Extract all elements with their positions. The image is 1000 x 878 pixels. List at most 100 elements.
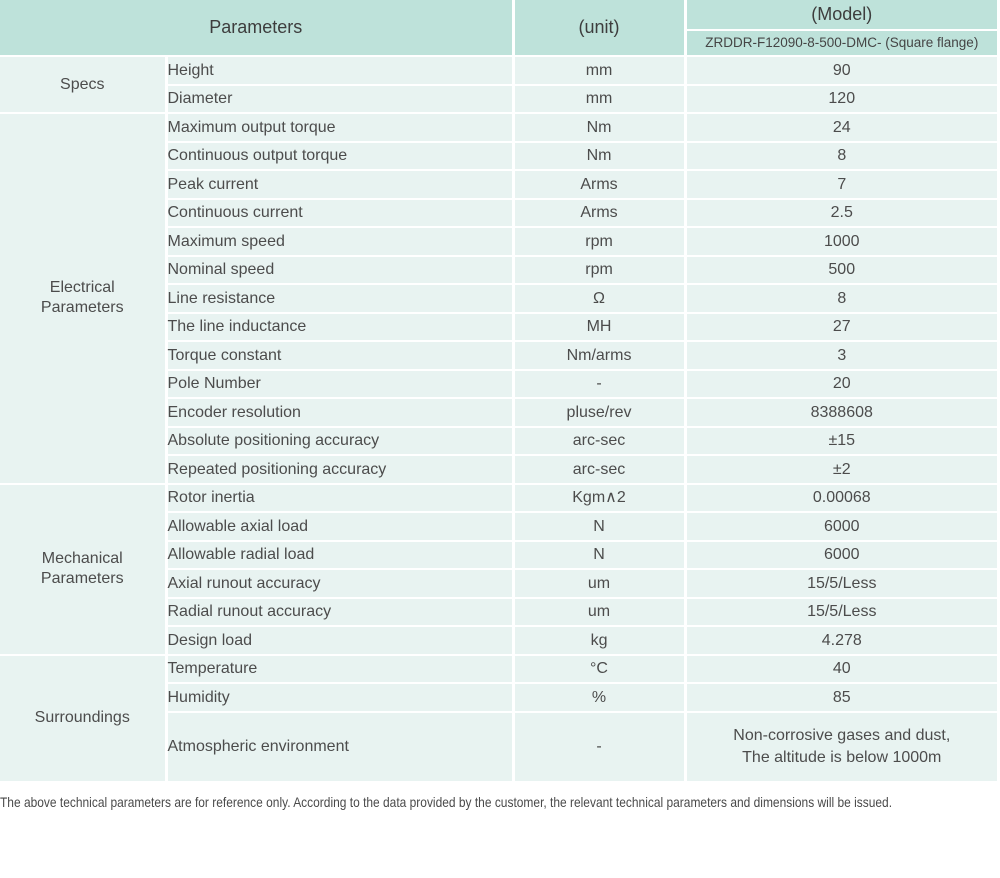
unit-cell: Arms xyxy=(511,169,687,200)
value-cell: 6000 xyxy=(683,539,998,570)
value-cell: ±2 xyxy=(683,454,998,485)
unit-cell: - xyxy=(511,368,687,399)
unit-cell: MH xyxy=(511,311,687,342)
unit-cell: rpm xyxy=(511,254,687,285)
section-group-cell: Electrical Parameters xyxy=(0,112,168,485)
spec-table: Parameters (unit) (Model) ZRDDR-F12090-8… xyxy=(0,0,998,783)
value-cell: 8388608 xyxy=(683,397,998,428)
unit-cell: - xyxy=(511,710,687,783)
value-line: Non-corrosive gases and dust, xyxy=(733,726,951,744)
unit-cell: rpm xyxy=(511,226,687,257)
param-name-cell: Continuous output torque xyxy=(166,140,515,171)
table-body: Specs Height mm 90 Diameter mm 120 Electrical P… xyxy=(0,55,998,783)
unit-cell: mm xyxy=(511,55,687,86)
param-name-cell: Temperature xyxy=(164,653,515,684)
table-row: The line inductance MH 27 xyxy=(0,311,998,342)
unit-cell: N xyxy=(511,511,687,542)
unit-cell: kg xyxy=(511,625,687,656)
value-cell: ±15 xyxy=(683,425,998,456)
table-header: Parameters (unit) (Model) ZRDDR-F12090-8… xyxy=(0,0,998,57)
unit-cell: pluse/rev xyxy=(511,397,687,428)
unit-cell: Kgm∧2 xyxy=(511,482,687,513)
section-group-cell: Mechanical Parameters xyxy=(0,482,168,656)
value-cell: 8 xyxy=(683,140,998,171)
value-cell: 0.00068 xyxy=(683,482,998,513)
param-name-cell: Repeated positioning accuracy xyxy=(166,454,515,485)
unit-cell: % xyxy=(511,682,687,713)
param-name-cell: Design load xyxy=(166,625,515,656)
table-row: Peak current Arms 7 xyxy=(0,169,998,200)
table-row: Continuous current Arms 2.5 xyxy=(0,197,998,228)
param-name-cell: Atmospheric environment xyxy=(166,710,515,783)
unit-cell: °C xyxy=(511,653,687,684)
param-name-cell: Torque constant xyxy=(166,340,515,371)
section-group-label: Surroundings xyxy=(34,709,130,726)
table-row: Specs Height mm 90 xyxy=(0,55,998,114)
param-name-cell: Radial runout accuracy xyxy=(166,596,515,627)
header-model-label: (Model) xyxy=(683,0,998,31)
unit-cell: arc-sec xyxy=(511,425,687,456)
table-row: Torque constant Nm/arms 3 xyxy=(0,340,998,371)
table-row: Mechanical Parameters Rotor inertia Kgm∧2 0… xyxy=(0,482,998,656)
table-row: Atmospheric environment - Non-corrosive ga… xyxy=(0,710,998,783)
value-cell: 15/5/Less xyxy=(683,596,998,627)
unit-cell: um xyxy=(511,596,687,627)
param-name-cell: Continuous current xyxy=(166,197,515,228)
value-cell: 90 xyxy=(683,55,998,86)
param-name-cell: Absolute positioning accuracy xyxy=(166,425,515,456)
section-group-label: Mechanical Parameters xyxy=(40,550,124,587)
table-row: Humidity% 85 xyxy=(0,682,998,713)
param-name-cell: Maximum speed xyxy=(166,226,515,257)
unit-cell: Nm xyxy=(511,112,687,143)
unit-cell: Nm/arms xyxy=(511,340,687,371)
value-cell: 6000 xyxy=(683,511,998,542)
value-cell: 24 xyxy=(683,112,998,143)
unit-cell: Arms xyxy=(511,197,687,228)
value-cell: 500 xyxy=(683,254,998,285)
value-cell: 2.5 xyxy=(683,197,998,228)
unit-cell: Nm xyxy=(511,140,687,171)
param-name-cell: Encoder resolution xyxy=(166,397,515,428)
param-name-cell: Height xyxy=(164,55,515,86)
param-name-cell: Rotor inertia xyxy=(164,482,515,513)
table-row: Design load kg 4.278 xyxy=(0,625,998,656)
value-cell: 3 xyxy=(683,340,998,371)
param-name-cell: The line inductance xyxy=(166,311,515,342)
param-name-cell: Nominal speed xyxy=(166,254,515,285)
section-group-label: Specs xyxy=(60,75,105,93)
value-cell: 27 xyxy=(683,311,998,342)
table-row: Continuous output torque Nm 8 xyxy=(0,140,998,171)
param-name-cell: Allowable axial load xyxy=(166,511,515,542)
section-group-cell: Specs xyxy=(0,55,168,114)
value-cell: 85 xyxy=(683,682,998,713)
param-name-cell: Humidity xyxy=(166,682,515,713)
header-parameters-label: Parameters xyxy=(0,0,515,57)
value-line: The altitude is below 1000m xyxy=(742,748,942,766)
value-cell: 4.278 xyxy=(683,625,998,656)
table-row: Surroundings Temperature °C 40 xyxy=(0,653,998,783)
footer-note-row: The above technical parameters are for r… xyxy=(0,794,1000,812)
footer-note: The above technical parameters are for r… xyxy=(0,793,893,810)
table-row: Nominal speed rpm 500 xyxy=(0,254,998,285)
param-name-cell: Axial runout accuracy xyxy=(166,568,515,599)
table-row: Absolute positioning accuracy arc-sec ±15 xyxy=(0,425,998,456)
table-row: Electrical Parameters Maximum output torq… xyxy=(0,112,998,485)
param-name-cell: Pole Number xyxy=(166,368,515,399)
value-cell: 40 xyxy=(683,653,998,684)
table-row: Diameter mm 120 xyxy=(0,83,998,114)
table-row: Radial runout accuracy um 15/5/Less xyxy=(0,596,998,627)
section-group-label: Electrical Parameters xyxy=(40,279,124,317)
value-cell: 1000 xyxy=(683,226,998,257)
unit-cell: N xyxy=(511,539,687,570)
header-row-1: Parameters (unit) (Model) xyxy=(0,0,998,57)
param-name-cell: Line resistance xyxy=(166,283,515,314)
unit-cell: Ω xyxy=(511,283,687,314)
value-cell: 8 xyxy=(683,283,998,314)
section-group-cell: Surroundings xyxy=(0,653,168,783)
value-cell: 7 xyxy=(683,169,998,200)
param-name-cell: Allowable radial load xyxy=(166,539,515,570)
unit-cell: arc-sec xyxy=(511,454,687,485)
header-unit-label: (unit) xyxy=(511,0,687,57)
value-cell: 120 xyxy=(683,83,998,114)
param-name-cell: Diameter xyxy=(166,83,515,114)
